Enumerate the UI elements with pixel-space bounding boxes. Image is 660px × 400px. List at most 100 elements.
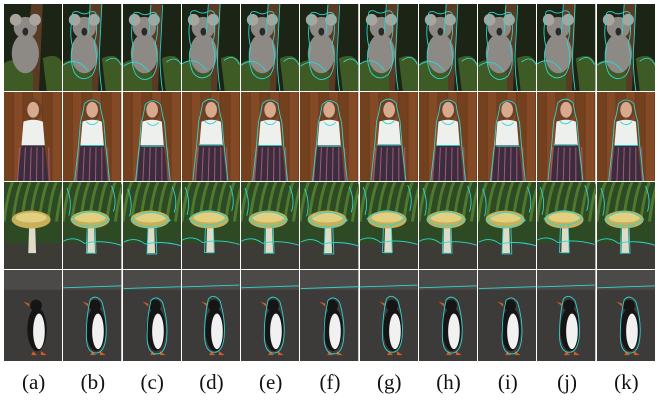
penguin-image [300,270,359,361]
column-labels: (a) (b) (c) (d) (e) (f) (g) (h) (i) (j) (k) [4,368,656,398]
koala-image [418,4,478,91]
woman-cell [241,92,300,181]
koala-cell [596,4,655,91]
column-label: (d) [199,370,224,394]
koala-image [300,4,359,91]
mushroom-image [241,182,300,269]
woman-image [63,92,122,181]
column-label: (a) [21,370,46,394]
koala-image [537,4,596,91]
segmentation-contour [418,285,478,354]
mushroom-image [596,182,655,269]
penguin-image [63,270,122,361]
segmentation-contour [123,4,181,91]
woman-image [359,92,418,181]
woman-cell [359,92,418,181]
mushroom-image [122,182,181,269]
segmentation-contour [596,4,655,91]
segmentation-contour [596,285,655,354]
mushroom-cell [181,182,241,269]
koala-image [241,4,300,91]
penguin-image [4,270,63,361]
segmentation-contour [241,285,300,354]
column-label: (e) [259,370,283,394]
penguin-image [181,270,241,361]
column-label: (f) [319,370,341,394]
mushroom-cell [300,182,359,269]
koala-cell [359,4,418,91]
column-label: (i) [497,370,518,394]
segmentation-contour [547,98,584,181]
woman-cell [181,92,241,181]
mushroom-cell [241,182,300,269]
column-label: (c) [140,370,164,394]
segmentation-contour [418,4,478,91]
segmentation-contour [181,284,240,353]
mushroom-image [63,182,122,269]
segmentation-contour [537,284,595,353]
koala-cell [537,4,596,91]
koala-cell [478,4,537,91]
koala-image [359,4,418,91]
segmentation-contour [537,4,596,91]
mushroom-cell [418,182,478,269]
penguin-cell [478,270,537,361]
woman-cell [63,92,122,181]
woman-image [181,92,241,181]
segmentation-contour [370,98,406,181]
mushroom-image [478,182,537,269]
penguin-cell [122,270,181,361]
woman-cell [478,92,537,181]
koala-cell [122,4,181,91]
mushroom-cell [359,182,418,269]
penguin-cell [63,270,122,361]
woman-image [537,92,596,181]
mushroom-image [537,182,596,269]
image-grid [4,4,656,362]
koala-image [181,4,241,91]
column-label: (k) [614,370,639,394]
koala-image [4,4,63,91]
koala-cell [300,4,359,91]
segmentation-contour [181,184,240,253]
woman-image [241,92,300,181]
penguin-cell [418,270,478,361]
segmentation-contour [241,185,300,254]
woman-image [122,92,181,181]
column-label: (j) [557,370,577,394]
penguin-image [596,270,655,361]
mushroom-cell [4,182,63,269]
woman-image [4,92,63,181]
woman-cell [4,92,63,181]
segmentation-contour [359,184,418,253]
segmentation-contour [359,284,418,353]
segmentation-contour [241,4,300,91]
woman-image [300,92,359,181]
segmentation-contour [537,184,596,253]
segmentation-contour [359,4,418,91]
segmentation-contour [74,99,111,181]
segmentation-contour [301,286,359,355]
mushroom-image [181,182,241,269]
column-label: (h) [436,370,461,394]
koala-image [63,4,122,91]
woman-cell [418,92,478,181]
segmentation-contour [123,286,181,355]
koala-image [596,4,655,91]
penguin-cell [359,270,418,361]
segmentation-contour [252,99,289,181]
mushroom-cell [122,182,181,269]
woman-cell [596,92,655,181]
segmentation-contour [312,100,349,181]
koala-image [122,4,181,91]
penguin-image [359,270,418,361]
mushroom-image [4,182,63,269]
segmentation-contour [596,185,655,254]
penguin-image [537,270,596,361]
segmentation-contour [607,99,644,181]
segmentation-contour [430,99,466,181]
segmentation-contour [478,4,537,91]
koala-cell [181,4,241,91]
segmentation-contour [478,286,537,355]
penguin-cell [4,270,63,361]
